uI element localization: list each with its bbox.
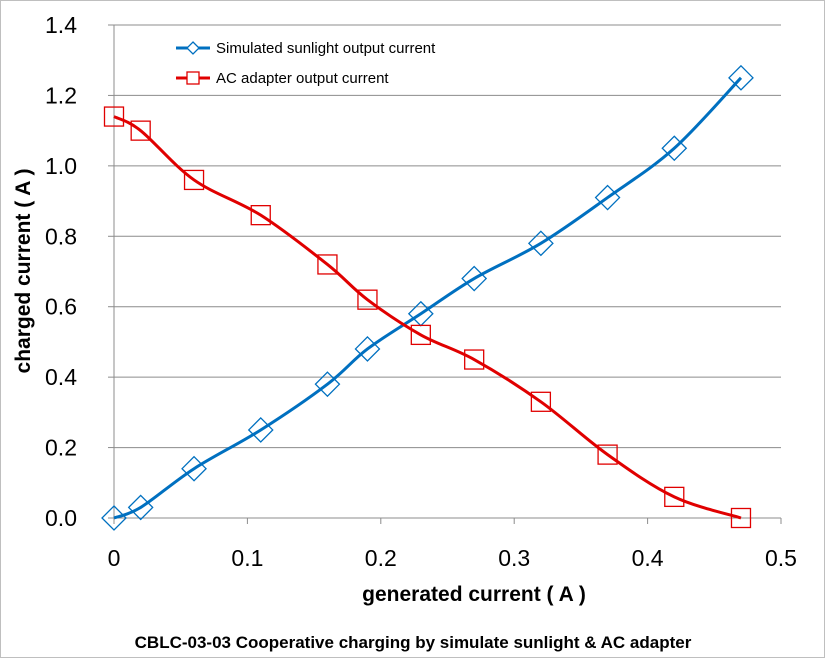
y-tick-label: 1.4 bbox=[45, 12, 77, 38]
data-point-sunlight bbox=[127, 494, 154, 521]
legend-marker-ac-adapter bbox=[186, 71, 200, 85]
data-point-sunlight bbox=[354, 336, 381, 362]
y-tick-label: 1.0 bbox=[45, 153, 77, 179]
data-point-ac-adapter bbox=[464, 349, 485, 370]
x-tick-label: 0 bbox=[108, 545, 121, 571]
data-point-sunlight bbox=[181, 455, 207, 482]
series-line-sunlight bbox=[113, 76, 743, 520]
data-point-sunlight bbox=[314, 371, 341, 398]
data-point-ac-adapter bbox=[317, 254, 338, 275]
x-axis-title: generated current ( A ) bbox=[362, 583, 586, 606]
data-point-ac-adapter bbox=[664, 486, 685, 508]
x-tick-label: 0.3 bbox=[498, 545, 530, 571]
y-tick-label: 0.0 bbox=[45, 505, 77, 531]
legend: Simulated sunlight output current AC adap… bbox=[176, 40, 436, 87]
data-point-ac-adapter bbox=[597, 444, 618, 465]
x-tick-label: 0.2 bbox=[365, 545, 397, 571]
data-point-ac-adapter bbox=[530, 391, 552, 412]
legend-label-sunlight: Simulated sunlight output current bbox=[216, 40, 436, 57]
data-point-ac-adapter bbox=[410, 324, 431, 346]
data-point-sunlight bbox=[101, 505, 127, 531]
data-point-sunlight bbox=[661, 135, 688, 162]
data-point-ac-adapter bbox=[183, 169, 205, 191]
x-tick-label: 0.1 bbox=[231, 545, 263, 571]
y-axis-title: charged current ( A ) bbox=[12, 169, 35, 374]
legend-marker-sunlight bbox=[186, 41, 200, 55]
x-tick-label: 0.4 bbox=[632, 545, 664, 571]
chart-caption: CBLC-03-03 Cooperative charging by simul… bbox=[135, 633, 692, 652]
data-point-sunlight bbox=[527, 230, 554, 257]
y-tick-label: 0.2 bbox=[45, 435, 77, 461]
data-point-ac-adapter bbox=[130, 120, 151, 141]
data-point-sunlight bbox=[461, 265, 488, 292]
x-tick-label: 0.5 bbox=[765, 545, 797, 571]
y-tick-label: 0.8 bbox=[45, 223, 77, 249]
data-point-ac-adapter bbox=[250, 205, 271, 226]
axes bbox=[108, 24, 782, 524]
data-point-ac-adapter bbox=[730, 507, 752, 529]
tick-labels: 0.0 0.2 0.4 0.6 0.8 1.0 1.2 1.4 0 0.1 0.2 0.3 0.4 0.5 bbox=[45, 12, 797, 571]
y-tick-label: 1.2 bbox=[45, 82, 77, 108]
grid-lines bbox=[114, 24, 781, 449]
legend-label-ac-adapter: AC adapter output current bbox=[216, 70, 389, 87]
series-layer bbox=[101, 64, 754, 531]
data-point-ac-adapter bbox=[357, 289, 378, 310]
data-point-sunlight bbox=[594, 184, 621, 211]
y-tick-label: 0.6 bbox=[45, 294, 77, 320]
data-point-sunlight bbox=[728, 64, 754, 91]
data-point-ac-adapter bbox=[103, 106, 125, 127]
series-line-ac-adapter bbox=[113, 115, 742, 520]
y-tick-label: 0.4 bbox=[45, 364, 77, 390]
data-point-sunlight bbox=[247, 417, 274, 443]
